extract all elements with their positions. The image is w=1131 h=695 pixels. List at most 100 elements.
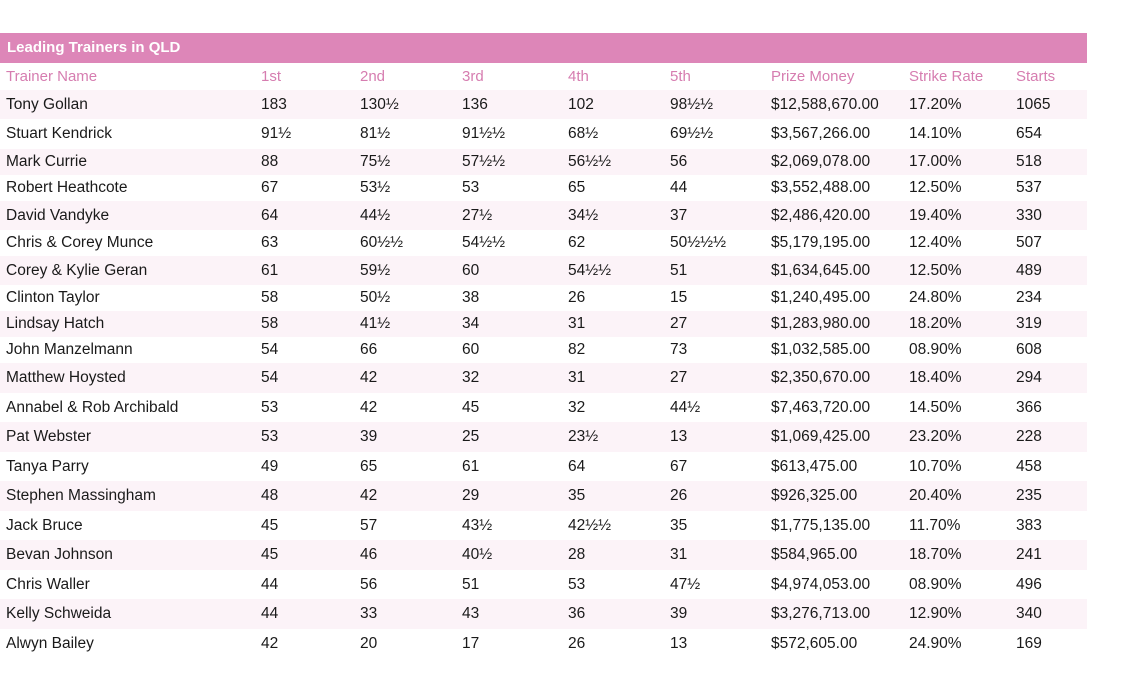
cell-2nd: 42 [354,481,456,511]
cell-4th: 53 [562,570,664,599]
cell-2nd: 44½ [354,201,456,230]
table-body: Tony Gollan 183 130½ 136 102 98½½ $12,588,670.… [0,90,1087,658]
cell-4th: 68½ [562,119,664,149]
cell-strike-rate: 14.10% [903,119,1010,149]
cell-5th: 37 [664,201,765,230]
header-4th: 4th [568,68,589,85]
cell-prize-money: $3,276,713.00 [765,599,903,629]
cell-5th: 56 [664,149,765,175]
cell-3rd: 54½½ [456,230,562,256]
cell-5th: 15 [664,285,765,311]
cell-2nd: 65 [354,452,456,481]
cell-4th: 35 [562,481,664,511]
cell-trainer-name: Annabel & Rob Archibald [0,393,255,422]
cell-1st: 183 [255,90,354,119]
cell-trainer-name: Jack Bruce [0,511,255,540]
cell-5th: 47½ [664,570,765,599]
cell-strike-rate: 08.90% [903,337,1010,363]
cell-1st: 91½ [255,119,354,149]
trainers-table-panel: Leading Trainers in QLD Trainer Name 1st… [0,33,1087,658]
cell-prize-money: $1,032,585.00 [765,337,903,363]
cell-starts: 241 [1010,540,1087,570]
cell-starts: 1065 [1010,90,1087,119]
table-row: Kelly Schweida 44 33 43 36 39 $3,276,713.00 12.… [0,599,1087,629]
cell-trainer-name: Bevan Johnson [0,540,255,570]
cell-5th: 13 [664,422,765,452]
cell-3rd: 17 [456,629,562,658]
table-title: Leading Trainers in QLD [0,33,1087,63]
cell-1st: 64 [255,201,354,230]
cell-4th: 28 [562,540,664,570]
cell-4th: 64 [562,452,664,481]
cell-prize-money: $572,605.00 [765,629,903,658]
cell-5th: 73 [664,337,765,363]
cell-prize-money: $2,350,670.00 [765,363,903,393]
cell-2nd: 53½ [354,175,456,201]
cell-trainer-name: Chris & Corey Munce [0,230,255,256]
cell-4th: 32 [562,393,664,422]
table-row: Corey & Kylie Geran 61 59½ 60 54½½ 51 $1,634,6… [0,256,1087,285]
cell-starts: 235 [1010,481,1087,511]
cell-2nd: 75½ [354,149,456,175]
header-3rd: 3rd [462,68,484,85]
cell-2nd: 42 [354,363,456,393]
cell-3rd: 61 [456,452,562,481]
cell-strike-rate: 17.20% [903,90,1010,119]
cell-strike-rate: 12.50% [903,175,1010,201]
cell-trainer-name: Stephen Massingham [0,481,255,511]
cell-trainer-name: Matthew Hoysted [0,363,255,393]
header-trainer-name: Trainer Name [6,68,98,85]
cell-prize-money: $613,475.00 [765,452,903,481]
cell-starts: 383 [1010,511,1087,540]
cell-1st: 48 [255,481,354,511]
cell-4th: 36 [562,599,664,629]
cell-1st: 58 [255,285,354,311]
cell-2nd: 66 [354,337,456,363]
cell-starts: 458 [1010,452,1087,481]
cell-strike-rate: 11.70% [903,511,1010,540]
cell-2nd: 46 [354,540,456,570]
cell-1st: 67 [255,175,354,201]
cell-4th: 34½ [562,201,664,230]
header-row: Trainer Name 1st 2nd 3rd 4th 5th Prize M… [0,63,1087,90]
cell-trainer-name: Lindsay Hatch [0,311,255,337]
cell-1st: 63 [255,230,354,256]
cell-trainer-name: Mark Currie [0,149,255,175]
cell-1st: 54 [255,363,354,393]
cell-trainer-name: Tanya Parry [0,452,255,481]
cell-5th: 98½½ [664,90,765,119]
cell-starts: 537 [1010,175,1087,201]
cell-trainer-name: John Manzelmann [0,337,255,363]
cell-starts: 608 [1010,337,1087,363]
cell-5th: 44 [664,175,765,201]
cell-2nd: 57 [354,511,456,540]
cell-3rd: 57½½ [456,149,562,175]
cell-trainer-name: Corey & Kylie Geran [0,256,255,285]
cell-5th: 35 [664,511,765,540]
cell-prize-money: $1,069,425.00 [765,422,903,452]
cell-trainer-name: David Vandyke [0,201,255,230]
table-row: David Vandyke 64 44½ 27½ 34½ 37 $2,486,420.00 1… [0,201,1087,230]
table-row: Annabel & Rob Archibald 53 42 45 32 44½ $7,463… [0,393,1087,422]
cell-1st: 53 [255,422,354,452]
cell-3rd: 27½ [456,201,562,230]
table-row: Lindsay Hatch 58 41½ 34 31 27 $1,283,980.00 18.… [0,311,1087,337]
cell-3rd: 34 [456,311,562,337]
cell-4th: 31 [562,311,664,337]
cell-prize-money: $2,069,078.00 [765,149,903,175]
cell-starts: 340 [1010,599,1087,629]
table-row: John Manzelmann 54 66 60 82 73 $1,032,585.00 08… [0,337,1087,363]
table-row: Tony Gollan 183 130½ 136 102 98½½ $12,588,670.… [0,90,1087,119]
table-row: Chris & Corey Munce 63 60½½ 54½½ 62 50½½½ $5,1… [0,230,1087,256]
cell-3rd: 32 [456,363,562,393]
cell-4th: 56½½ [562,149,664,175]
cell-starts: 489 [1010,256,1087,285]
cell-3rd: 38 [456,285,562,311]
cell-prize-money: $584,965.00 [765,540,903,570]
cell-3rd: 60 [456,256,562,285]
table-row: Stephen Massingham 48 42 29 35 26 $926,325.00 2… [0,481,1087,511]
cell-strike-rate: 23.20% [903,422,1010,452]
cell-5th: 26 [664,481,765,511]
cell-trainer-name: Chris Waller [0,570,255,599]
cell-strike-rate: 12.90% [903,599,1010,629]
